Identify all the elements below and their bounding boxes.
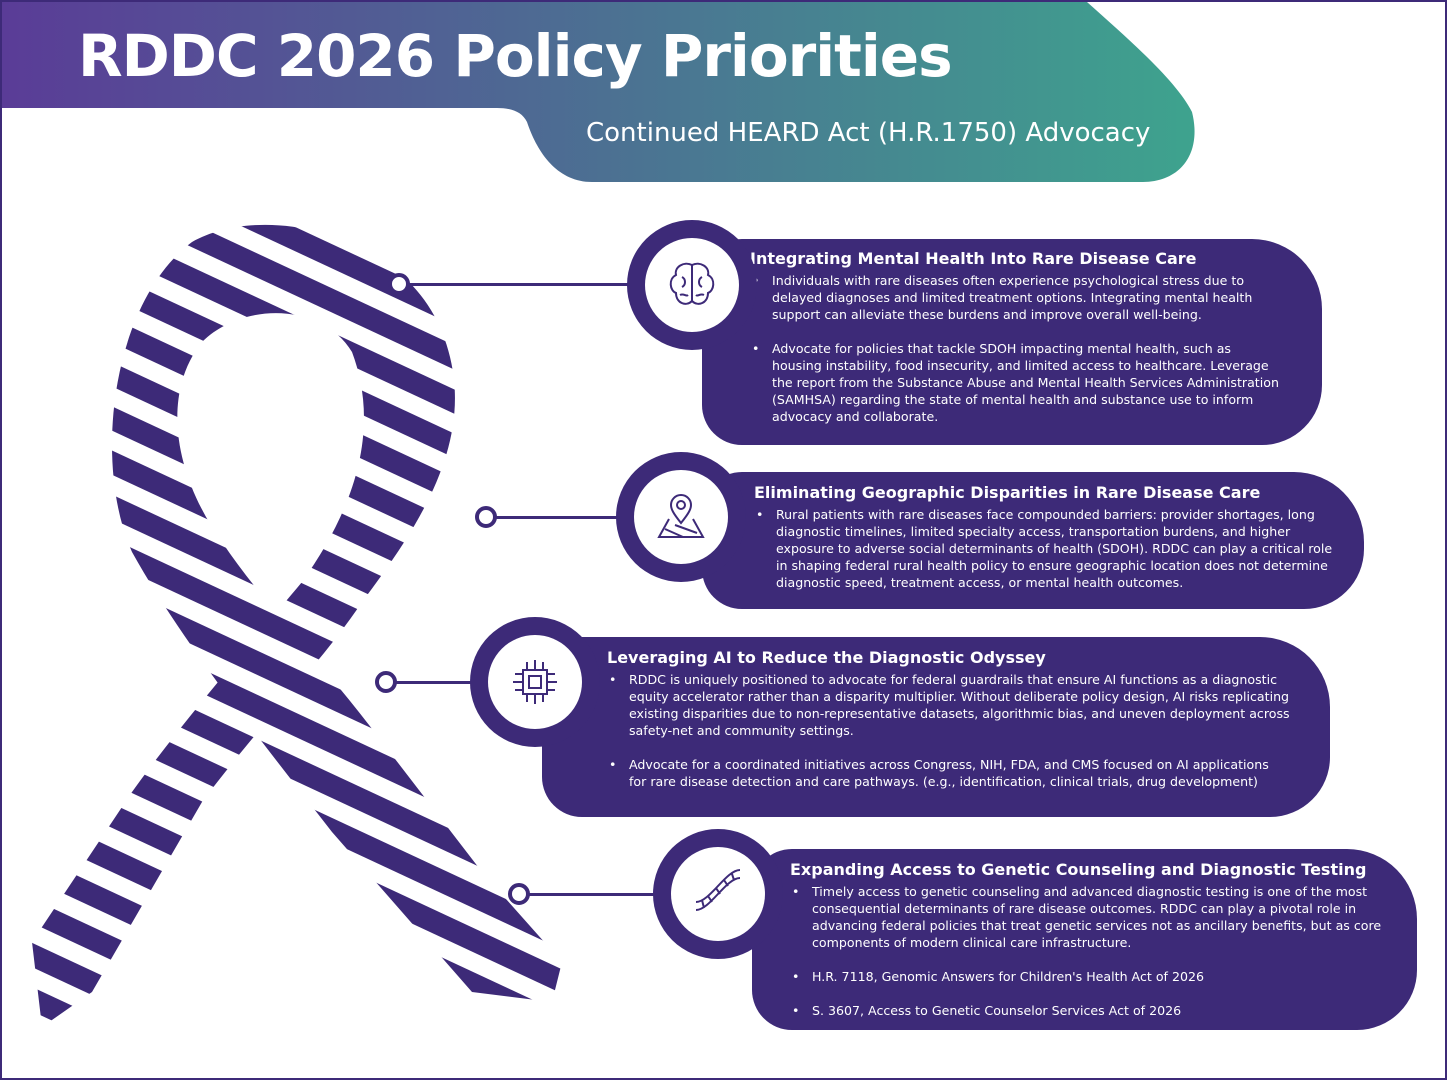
brain-icon <box>669 262 715 305</box>
bullet: Individuals with rare diseases often exp… <box>750 272 1282 323</box>
header-banner <box>2 2 1195 182</box>
section-title: Leveraging AI to Reduce the Diagnostic O… <box>607 648 1046 667</box>
section-title: Expanding Access to Genetic Counseling a… <box>790 860 1367 879</box>
bullet: RDDC is uniquely positioned to advocate … <box>607 671 1290 739</box>
section-card-geographic: Eliminating Geographic Disparities in Ra… <box>702 472 1364 609</box>
connector-dot <box>375 671 397 693</box>
connector-line <box>399 283 639 286</box>
section-icon-circle <box>653 829 783 959</box>
connector-line <box>519 893 679 896</box>
connector-dot <box>508 883 530 905</box>
dna-icon <box>695 869 741 911</box>
connector-line <box>486 516 646 519</box>
page-title: RDDC 2026 Policy Priorities <box>78 22 953 90</box>
connector-dot <box>475 506 497 528</box>
connector-dot <box>388 273 410 295</box>
section-icon-circle <box>627 220 757 350</box>
awareness-ribbon-illustration <box>32 224 562 1027</box>
section-card-genetic: Expanding Access to Genetic Counseling a… <box>752 849 1417 1030</box>
section-card-mental-health: Integrating Mental Health Into Rare Dise… <box>702 239 1322 445</box>
section-title: Eliminating Geographic Disparities in Ra… <box>754 483 1261 502</box>
bullet: Advocate for a coordinated initiatives a… <box>607 756 1290 790</box>
bullet: Timely access to genetic counseling and … <box>790 883 1395 951</box>
ai-chip-icon <box>513 660 557 704</box>
bullet: Rural patients with rare diseases face c… <box>754 506 1334 591</box>
bullet: Advocate for policies that tackle SDOH i… <box>750 340 1282 425</box>
map-pin-icon <box>657 494 705 538</box>
connector-line <box>386 681 486 684</box>
section-title: Integrating Mental Health Into Rare Dise… <box>750 249 1197 268</box>
section-icon-circle <box>616 452 746 582</box>
bullet: H.R. 7118, Genomic Answers for Children'… <box>790 968 1395 985</box>
section-card-ai: Leveraging AI to Reduce the Diagnostic O… <box>542 637 1330 817</box>
section-icon-circle <box>470 617 600 747</box>
page-subtitle: Continued HEARD Act (H.R.1750) Advocacy <box>586 118 1151 148</box>
bullet: S. 3607, Access to Genetic Counselor Ser… <box>790 1002 1395 1019</box>
